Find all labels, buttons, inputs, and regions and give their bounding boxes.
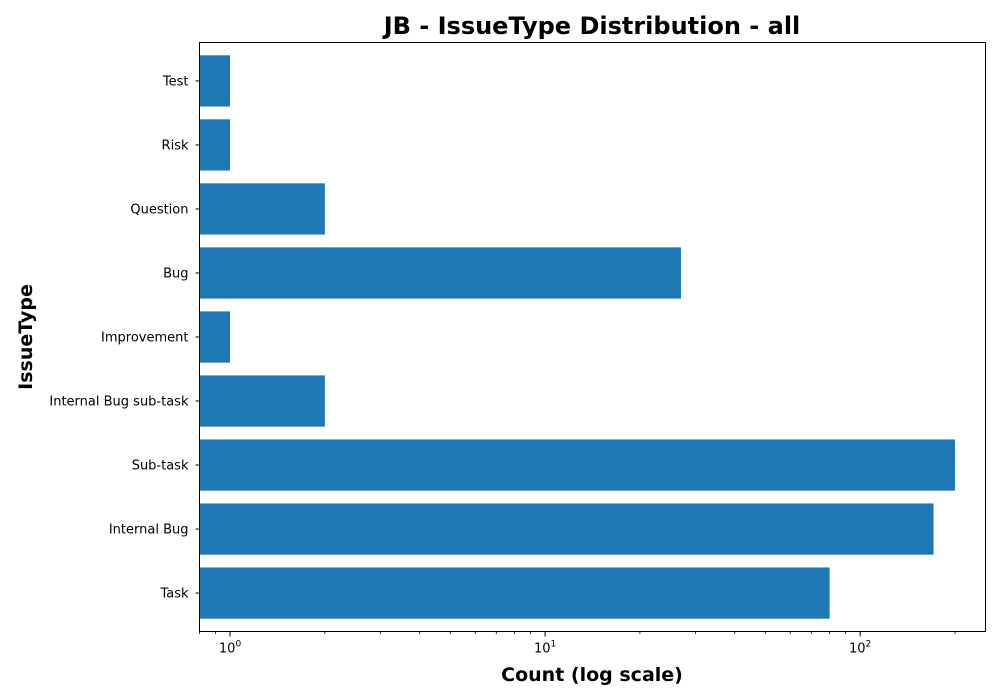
bar-improvement [199,311,231,363]
x-tick-label: 102 [849,640,871,657]
y-tick-label-internal-bug: Internal Bug [109,523,189,538]
bar-test [199,55,231,107]
y-tick-label-test: Test [162,74,189,89]
bar-internal-bug [199,503,934,555]
y-tick-label-risk: Risk [162,138,189,153]
bar-bug [199,247,681,299]
bar-internal-bug-sub-task [199,375,325,427]
y-axis-label: IssueType [15,284,37,390]
y-tick-label-internal-bug-sub-task: Internal Bug sub-task [49,395,189,410]
y-axis-ticks: Task Internal Bug Sub-task Internal Bug sub… [49,74,200,602]
bar-question [199,183,325,235]
x-tick-label: 100 [219,640,242,657]
bar-task [199,567,830,619]
x-axis-label: Count (log scale) [501,664,683,686]
x-tick-label: 101 [534,640,556,657]
bar-risk [199,119,231,171]
y-tick-label-task: Task [159,587,189,602]
bar-sub-task [199,439,955,491]
chart-title: JB - IssueType Distribution - all [382,12,801,40]
y-tick-label-bug: Bug [163,266,188,281]
y-tick-label-question: Question [130,202,188,217]
y-tick-label-improvement: Improvement [101,331,188,346]
x-axis-ticks: 100 101 102 [199,631,956,657]
bars-group [199,55,955,619]
y-tick-label-sub-task: Sub-task [132,459,189,474]
